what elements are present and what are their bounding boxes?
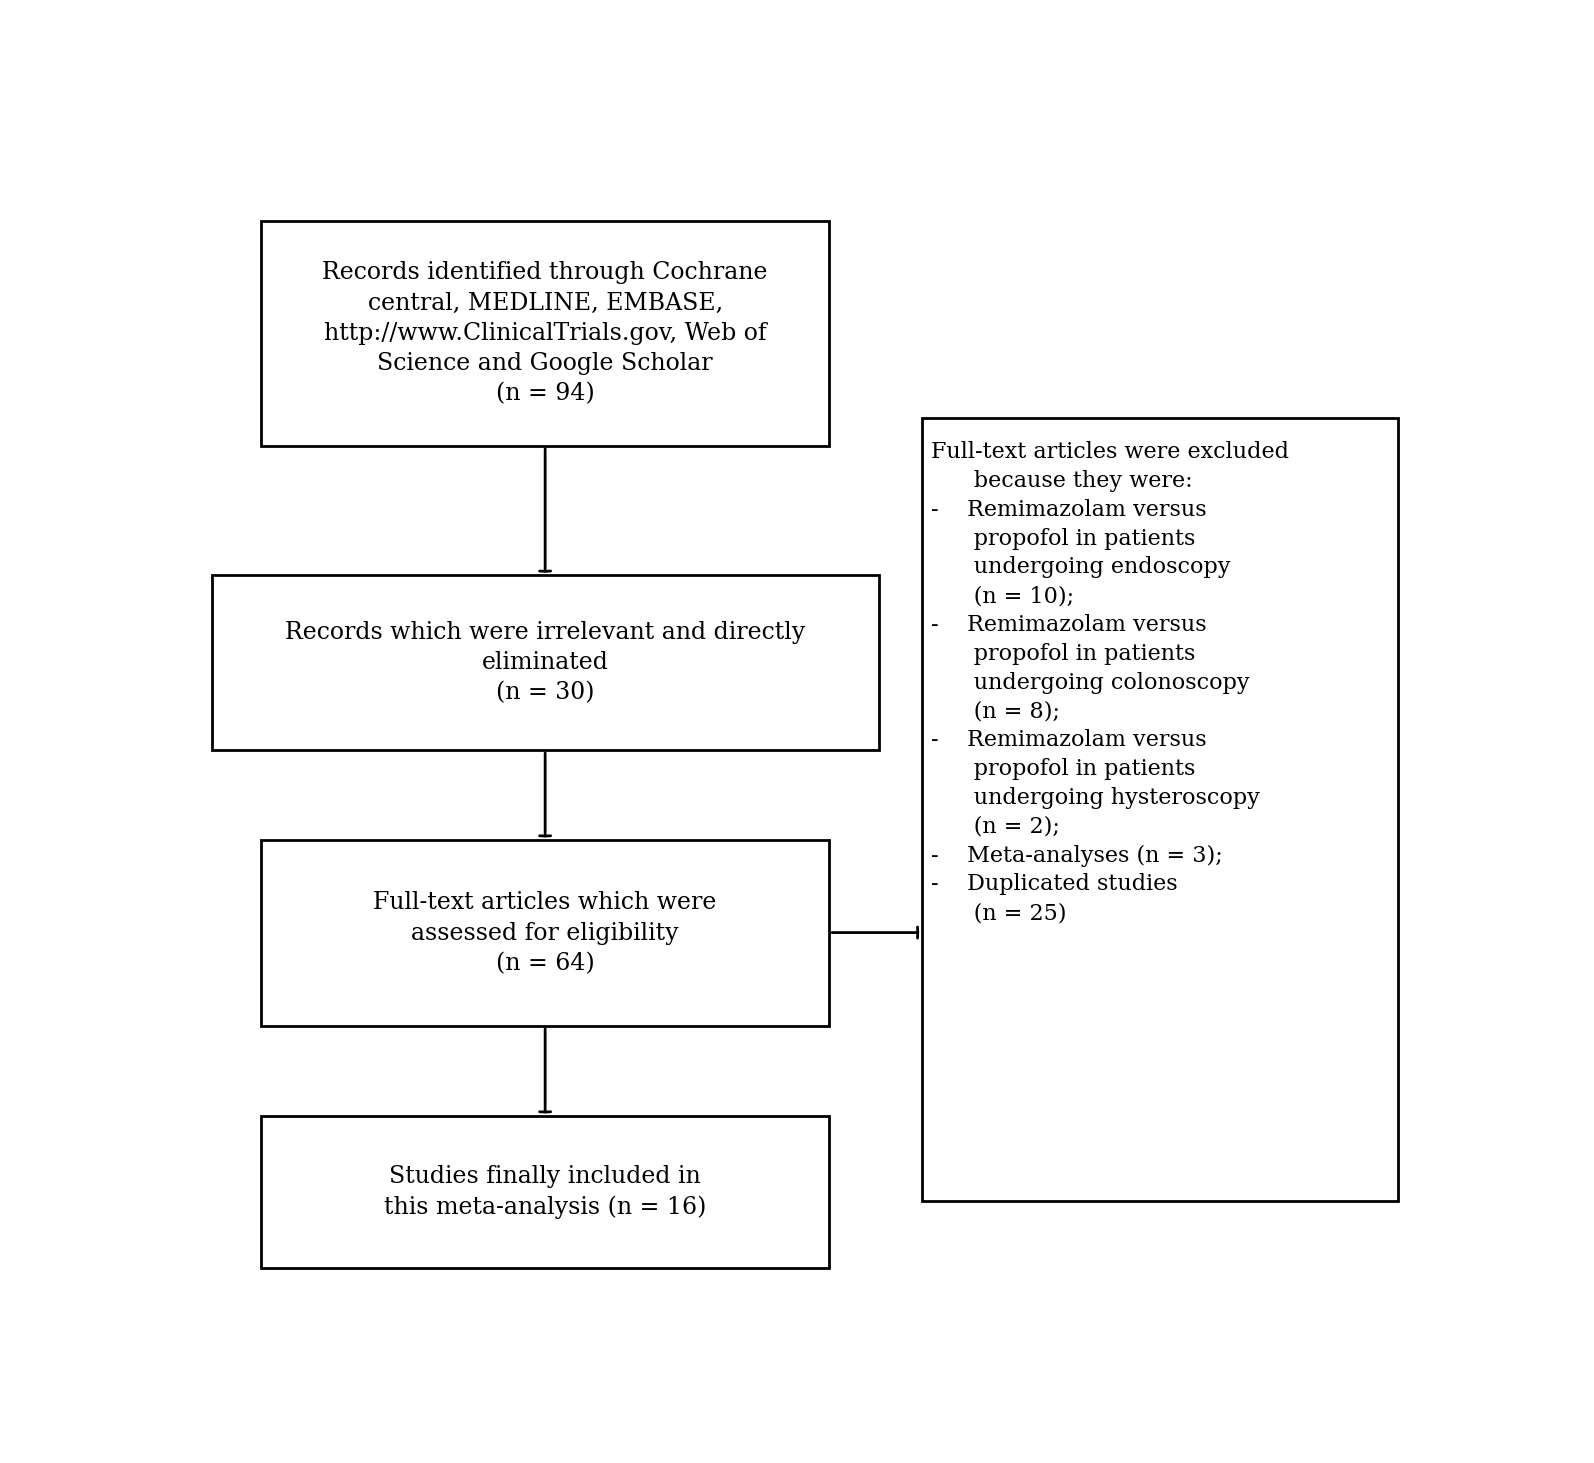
FancyBboxPatch shape (212, 575, 878, 751)
FancyBboxPatch shape (261, 1116, 829, 1268)
FancyBboxPatch shape (261, 221, 829, 446)
Text: Records which were irrelevant and directly
eliminated
(n = 30): Records which were irrelevant and direct… (285, 622, 805, 705)
Text: Full-text articles which were
assessed for eligibility
(n = 64): Full-text articles which were assessed f… (373, 891, 717, 974)
FancyBboxPatch shape (921, 418, 1398, 1201)
FancyBboxPatch shape (261, 840, 829, 1026)
Text: Studies finally included in
this meta-analysis (n = 16): Studies finally included in this meta-an… (384, 1165, 706, 1219)
Text: Full-text articles were excluded
      because they were:
-    Remimazolam versu: Full-text articles were excluded because… (931, 442, 1290, 925)
Text: Records identified through Cochrane
central, MEDLINE, EMBASE,
http://www.Clinica: Records identified through Cochrane cent… (322, 262, 768, 405)
